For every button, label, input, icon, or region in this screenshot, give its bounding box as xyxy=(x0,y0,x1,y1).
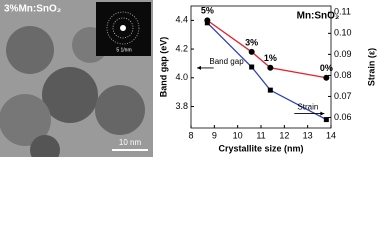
marker xyxy=(323,117,329,123)
page: 5 1/nm 3%Mn:SnO₂ 10 nm Mn:SnO₂ Crystalli… xyxy=(0,0,378,165)
series-label: Strain xyxy=(297,103,318,112)
y2-tick-label: 0.09 xyxy=(334,49,352,59)
series-line xyxy=(206,19,327,79)
series-line xyxy=(206,22,327,121)
y-tick-label: 4.0 xyxy=(175,72,188,82)
marker xyxy=(267,64,274,71)
image-label: 3%Mn:SnO₂ xyxy=(4,4,61,15)
y2-tick-label: 0.07 xyxy=(334,91,352,101)
y-tick-label: 3.8 xyxy=(175,101,188,111)
x-tick-label: 12 xyxy=(279,130,289,140)
x-tick-label: 13 xyxy=(303,130,313,140)
x-tick-label: 8 xyxy=(188,130,193,140)
x-tick-label: 9 xyxy=(212,130,217,140)
marker xyxy=(267,87,273,93)
x-tick-label: 14 xyxy=(326,130,336,140)
y2-tick-label: 0.06 xyxy=(334,112,352,122)
arrow-head xyxy=(320,111,325,116)
y2-tick-label: 0.08 xyxy=(334,70,352,80)
y-tick-label: 4.4 xyxy=(175,15,188,25)
series-label: Band gap xyxy=(209,57,244,66)
point-label: 1% xyxy=(264,53,277,63)
chart-title: Mn:SnO₂ xyxy=(297,11,340,22)
point-label: 3% xyxy=(245,37,258,47)
y2-tick-label: 0.11 xyxy=(334,7,351,17)
scale-bar-label: 10 nm xyxy=(119,138,142,147)
figure: 5 1/nm 3%Mn:SnO₂ 10 nm Mn:SnO₂ Crystalli… xyxy=(0,0,376,165)
x-tick-label: 11 xyxy=(256,130,265,140)
point-label: 0% xyxy=(320,63,333,73)
marker xyxy=(204,20,210,26)
marker xyxy=(248,48,255,55)
marker xyxy=(323,74,330,81)
marker xyxy=(249,64,255,70)
x-axis-title: Crystallite size (nm) xyxy=(218,143,303,153)
y2-axis-title: Strain (ε) xyxy=(366,48,376,86)
point-label: 5% xyxy=(201,6,214,16)
y2-tick-label: 0.10 xyxy=(334,28,352,38)
x-tick-label: 10 xyxy=(233,130,243,140)
y-axis-title: Band gap (eV) xyxy=(158,37,168,98)
inset-scale: 5 1/nm xyxy=(116,47,131,53)
arrow-head xyxy=(197,65,201,70)
tem-image: 5 1/nm 3%Mn:SnO₂ 10 nm xyxy=(0,0,153,165)
y-tick-label: 4.2 xyxy=(175,43,188,53)
